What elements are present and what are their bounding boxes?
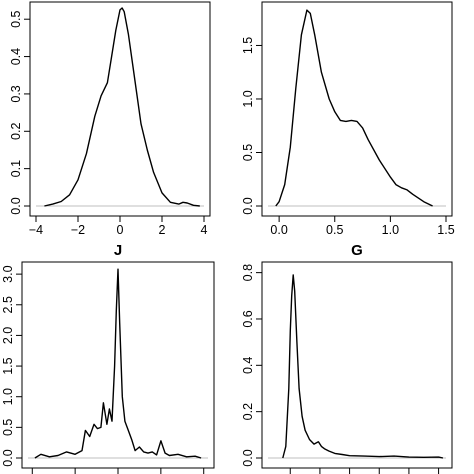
- x-tick-label: 1.5: [437, 223, 454, 237]
- x-tick-label: 4: [201, 223, 208, 237]
- y-tick-label: 0.0: [1, 449, 15, 466]
- y-tick-label: 1.0: [1, 388, 15, 405]
- y-tick-label: 0.5: [1, 419, 15, 436]
- y-tick-label: 0.3: [9, 85, 23, 102]
- y-tick-label: 0.0: [241, 197, 255, 214]
- y-tick-label: 0.0: [241, 449, 255, 466]
- x-tick-label: −2: [71, 223, 85, 237]
- y-tick-label: 0.2: [241, 403, 255, 420]
- x-tick-label: 2: [159, 223, 166, 237]
- y-tick-label: 0.2: [9, 123, 23, 140]
- x-tick-label: 0: [117, 223, 124, 237]
- y-tick-label: 1.5: [241, 37, 255, 54]
- y-tick-label: 0.5: [241, 144, 255, 161]
- density-curve: [282, 274, 444, 459]
- y-tick-label: 0.0: [9, 197, 23, 214]
- y-tick-label: 0.4: [9, 48, 23, 65]
- plot-frame: [21, 261, 215, 469]
- panel-top-right: 0.0 0.5 1.0 1.5 0.0 0.5 1.0 1.5: [241, 1, 455, 237]
- y-tick-label: 0.1: [9, 160, 23, 177]
- y-tick-label: 0.8: [241, 264, 255, 281]
- x-tick-label: −4: [29, 223, 43, 237]
- panel-title: G: [351, 242, 363, 259]
- panel-bottom-right: G 0.0 0.2 0.4 0.6 0.8: [241, 242, 453, 474]
- plot-frame: [261, 1, 453, 217]
- y-tick-label: 0.5: [9, 10, 23, 27]
- y-tick-label: 2.0: [1, 327, 15, 344]
- density-curve: [34, 268, 202, 459]
- y-tick-label: 0.6: [241, 310, 255, 327]
- y-tick-label: 3.0: [1, 265, 15, 282]
- density-curve: [44, 7, 200, 207]
- x-tick-label: 0.5: [326, 223, 343, 237]
- y-tick-label: 2.5: [1, 296, 15, 313]
- y-tick-label: 0.4: [241, 357, 255, 374]
- y-tick-label: 1.5: [1, 357, 15, 374]
- panel-top-left: −4 −2 0 2 4 0.0 0.1 0.2 0.3 0.4 0.5: [9, 1, 211, 237]
- y-tick-label: 1.0: [241, 90, 255, 107]
- plot-frame: [261, 261, 453, 469]
- plot-frame: [29, 1, 211, 217]
- panel-title: J: [114, 242, 122, 259]
- x-tick-label: 1.0: [382, 223, 399, 237]
- x-tick-label: 0.0: [270, 223, 287, 237]
- panel-bottom-left: J 0.0 0.5 1.0 1.5 2.0 2.5 3.0: [1, 242, 215, 474]
- density-curve: [275, 9, 433, 207]
